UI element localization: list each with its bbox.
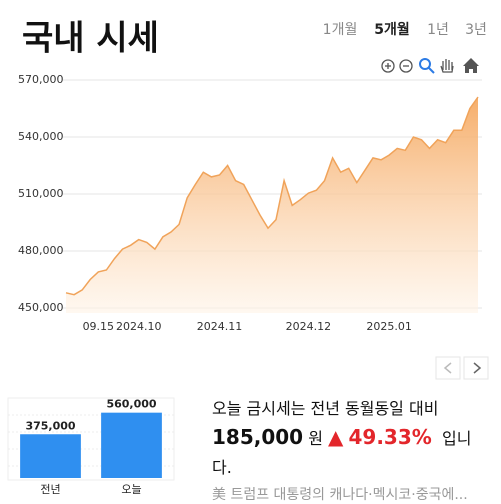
x-tick-label: 2024.11 xyxy=(197,320,243,333)
bar xyxy=(20,434,81,478)
summary-intro: 오늘 금시세는 전년 동월동일 대비 xyxy=(212,399,439,418)
pan-icon[interactable] xyxy=(440,59,454,73)
home-icon[interactable] xyxy=(463,58,479,73)
difference: 185,000 xyxy=(212,425,304,449)
tab[interactable]: 3년 xyxy=(465,22,487,38)
unit: 원 xyxy=(308,429,323,448)
magnifier-icon[interactable] xyxy=(419,58,435,74)
next-icon xyxy=(473,362,482,374)
bar xyxy=(101,412,162,478)
y-tick-label: 540,000 xyxy=(18,130,64,143)
x-tick-label: 오늘 xyxy=(121,483,141,496)
x-tick-label: 2024.10 xyxy=(116,320,162,333)
prev-button[interactable] xyxy=(435,356,461,380)
next-button[interactable] xyxy=(463,356,489,380)
tab[interactable]: 1개월 xyxy=(323,22,358,38)
zoom-out-icon[interactable] xyxy=(399,59,413,73)
y-tick-label: 510,000 xyxy=(18,187,64,200)
y-tick-label: 570,000 xyxy=(18,73,64,86)
prev-icon xyxy=(443,362,452,374)
zoom-in-icon[interactable] xyxy=(381,59,395,73)
y-tick-label: 450,000 xyxy=(18,301,64,314)
x-tick-label: 2024.12 xyxy=(286,320,332,333)
area-fill xyxy=(66,97,478,313)
summary-ending: 입니다. xyxy=(212,429,472,477)
bar-value-label: 560,000 xyxy=(106,398,156,411)
percent: 49.33% xyxy=(348,425,432,449)
tab[interactable]: 5개월 xyxy=(374,21,410,38)
up-arrow: ▲ xyxy=(328,425,344,449)
page-title: 국내 시세 xyxy=(22,19,159,59)
y-tick-label: 480,000 xyxy=(18,244,64,257)
price-line xyxy=(65,96,479,296)
x-tick-label: 전년 xyxy=(40,483,60,496)
summary: 오늘 금시세는 전년 동월동일 대비 185,000 원 ▲ 49.33% 입니다… xyxy=(212,394,487,482)
tab[interactable]: 1년 xyxy=(427,22,449,38)
bar-value-label: 375,000 xyxy=(25,419,75,432)
news-headline[interactable]: 美 트럼프 대통령의 캐나다·멕시코·중국에... xyxy=(212,487,468,503)
x-tick-label: 2025.01 xyxy=(366,320,412,333)
bar-frame xyxy=(7,397,175,481)
x-tick-label: 09.15 xyxy=(83,320,115,333)
